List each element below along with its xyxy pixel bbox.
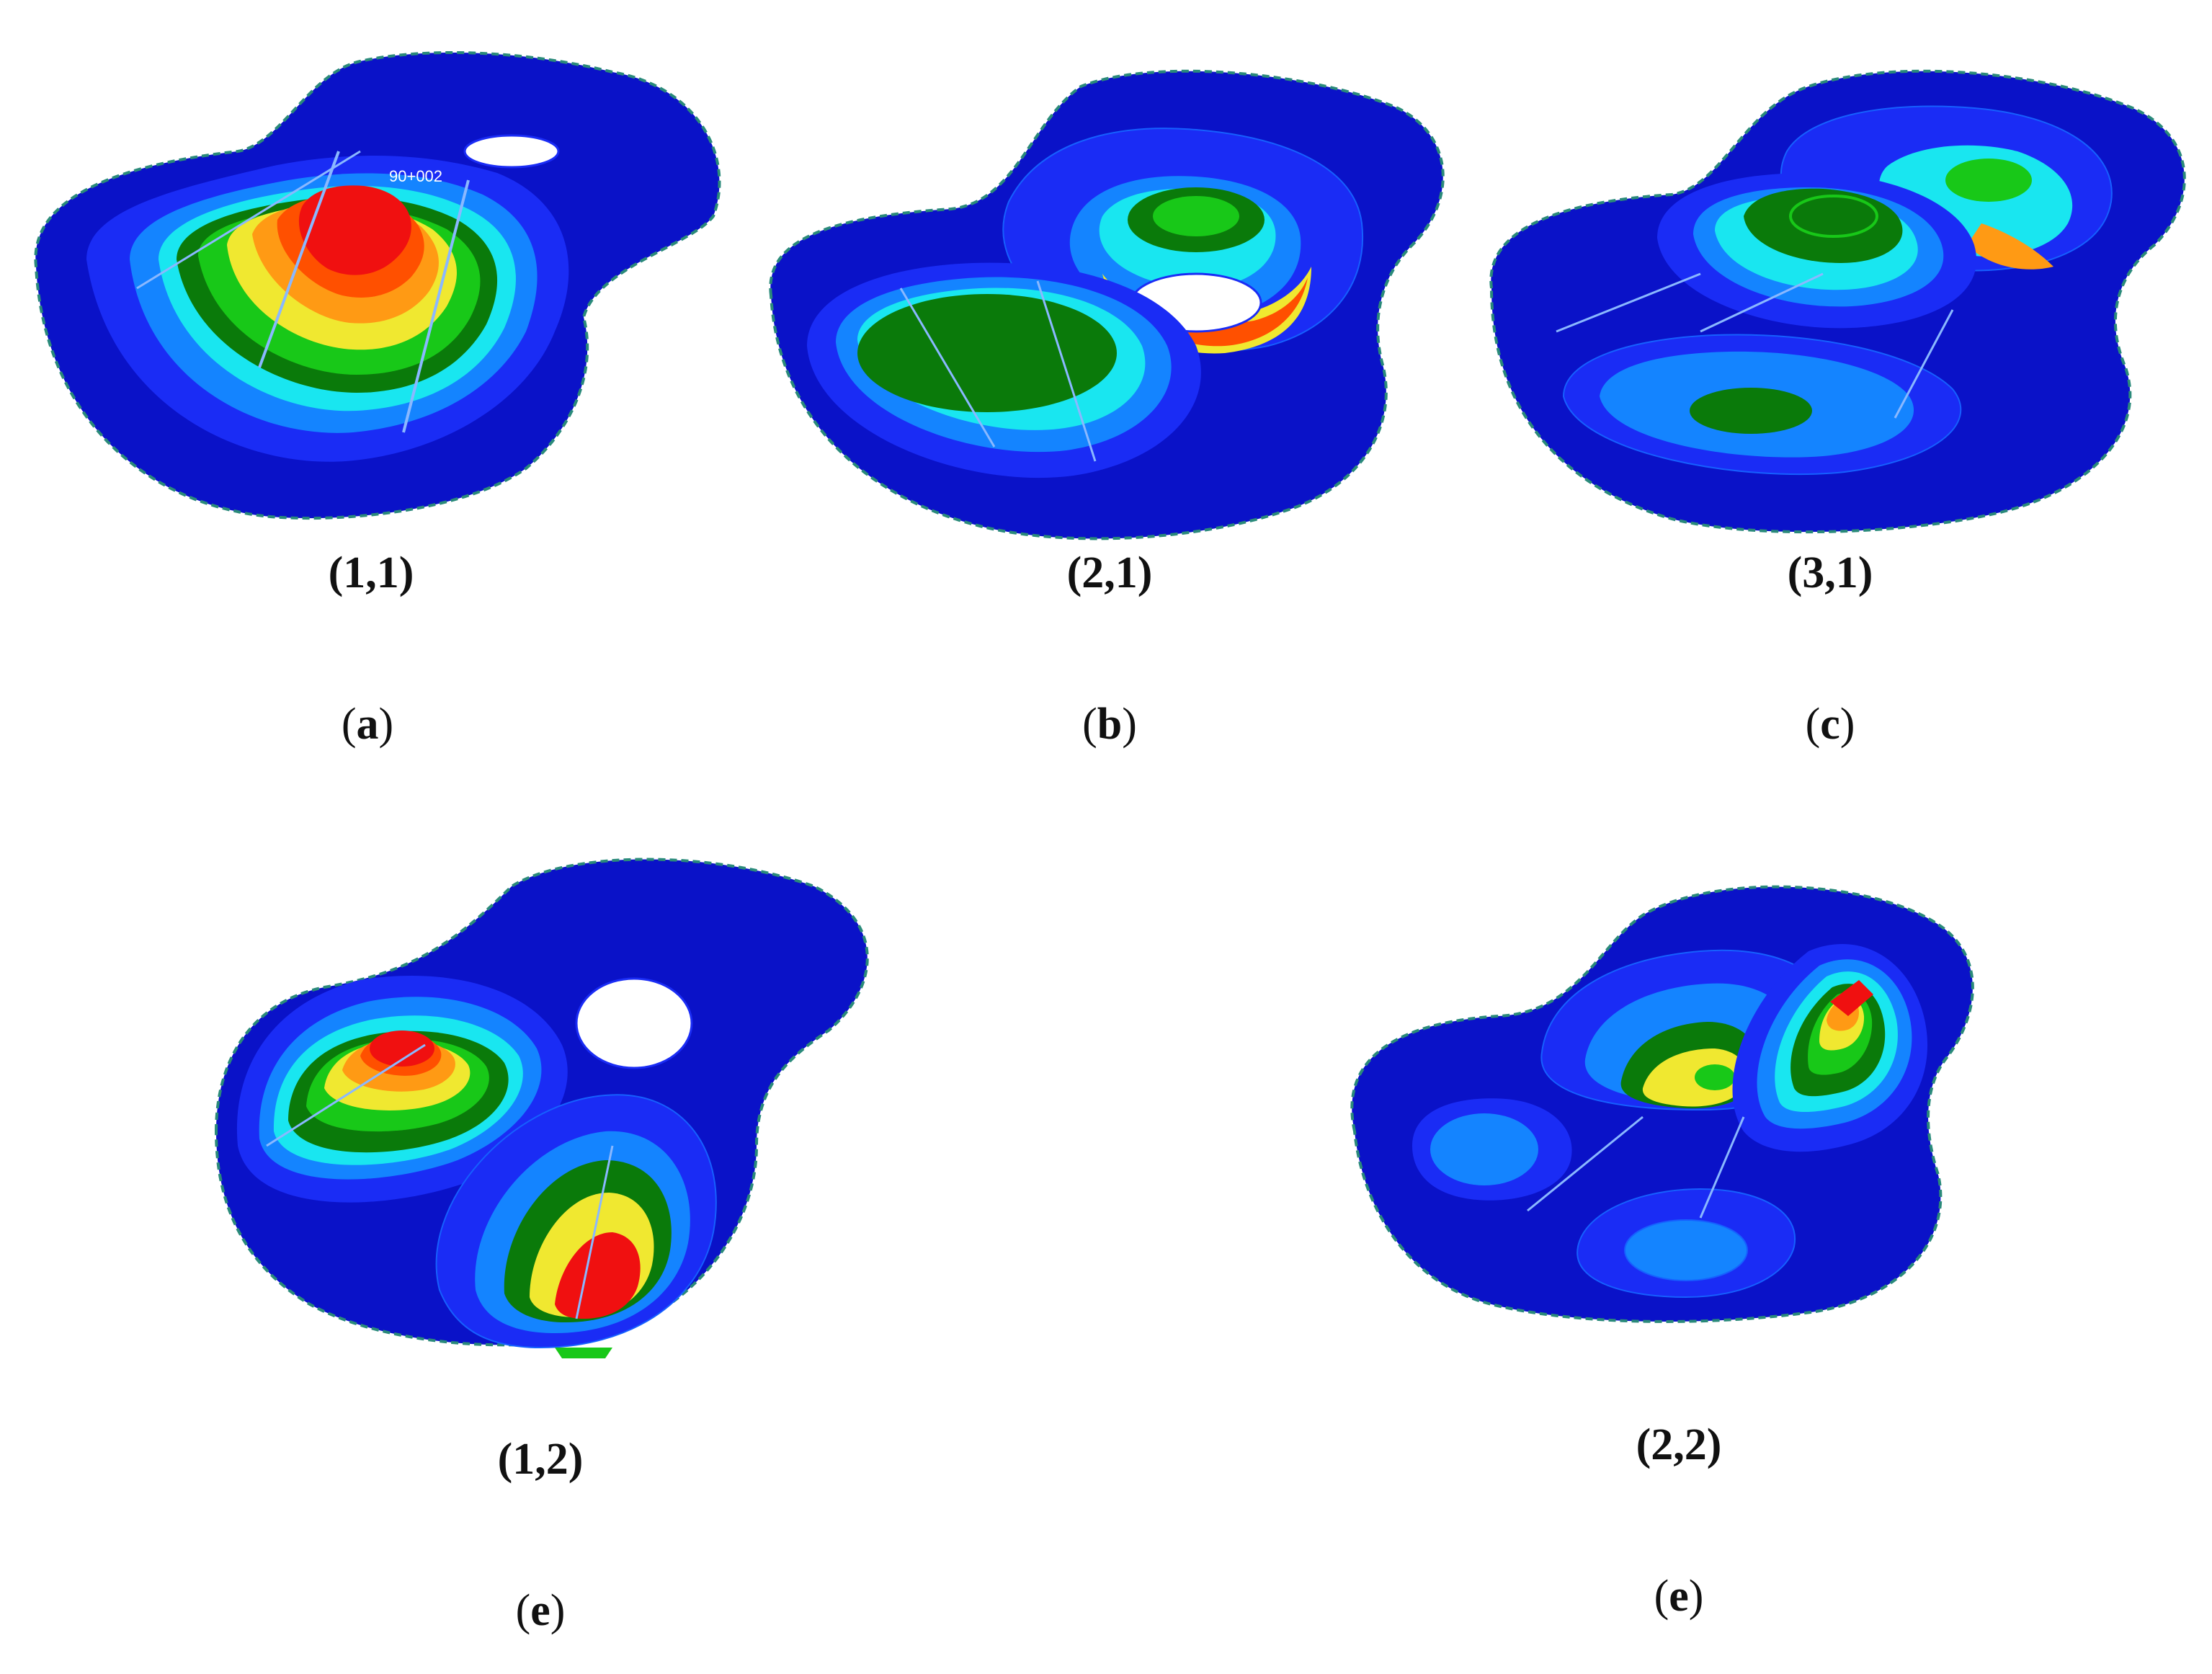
hole <box>463 134 560 169</box>
mode-shape-2-2 <box>1350 885 1974 1323</box>
hole <box>575 977 693 1069</box>
panel-letter-a: (a) <box>341 700 394 749</box>
panel-e-right <box>1340 872 1989 1333</box>
mode-label-2-2: (2,2) <box>1636 1420 1722 1469</box>
panel-letter-e-left: (e) <box>515 1586 566 1635</box>
peak-annotation: 90+002 <box>389 167 442 185</box>
panel-e-left <box>209 843 879 1358</box>
mode-label-a: (1,1) <box>328 548 414 597</box>
mode-shape-1-1: 90+002 <box>34 51 721 520</box>
mode-label-1-2: (1,2) <box>497 1435 584 1484</box>
mode-label-b: (2,1) <box>1066 548 1153 597</box>
panel-letter-b: (b) <box>1082 700 1137 749</box>
panel-a: 90+002 <box>22 29 735 526</box>
mode-label-c: (3,1) <box>1787 548 1873 597</box>
panel-b <box>764 58 1455 548</box>
mode-shape-3-1 <box>1489 69 2186 534</box>
panel-c <box>1484 58 2198 548</box>
panel-letter-e-right: (e) <box>1654 1572 1704 1621</box>
panel-letter-c: (c) <box>1805 700 1855 749</box>
mode-shape-1-2 <box>214 858 869 1358</box>
mode-shape-2-1 <box>769 69 1445 540</box>
